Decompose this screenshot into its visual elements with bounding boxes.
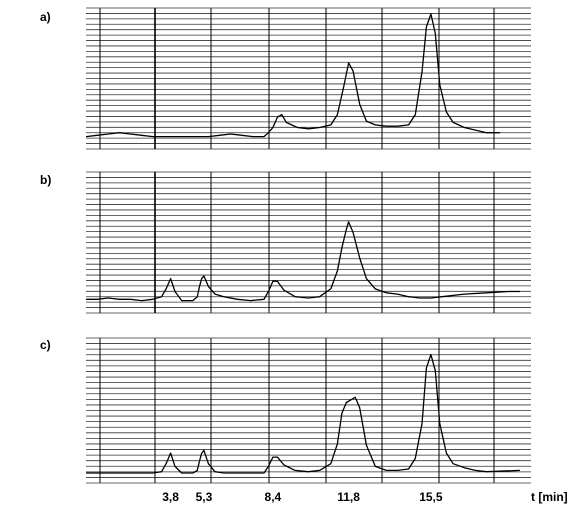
x-tick-label: 5,3 [196, 490, 213, 504]
panel-label: a) [40, 10, 51, 24]
x-tick-label: 15,5 [419, 490, 443, 504]
panel-1: a) [40, 7, 531, 150]
panel-label: c) [40, 338, 51, 352]
chromatogram-trace [86, 221, 520, 302]
x-tick-labels: 3,8 5,3 8,4 11,8 15,5 [162, 490, 443, 504]
chromatogram-trace [86, 353, 520, 474]
x-tick-label: 3,8 [162, 490, 179, 504]
chromatogram-trace [85, 13, 500, 138]
panel-2: b) [40, 171, 531, 314]
x-tick-label: 11,8 [337, 490, 360, 504]
panel-label: b) [40, 173, 51, 187]
panel-3: c) [40, 337, 531, 484]
panels-layer: a) b) c) [40, 7, 531, 484]
x-axis-label: t [min] [531, 490, 568, 504]
x-tick-label: 8,4 [265, 490, 282, 504]
